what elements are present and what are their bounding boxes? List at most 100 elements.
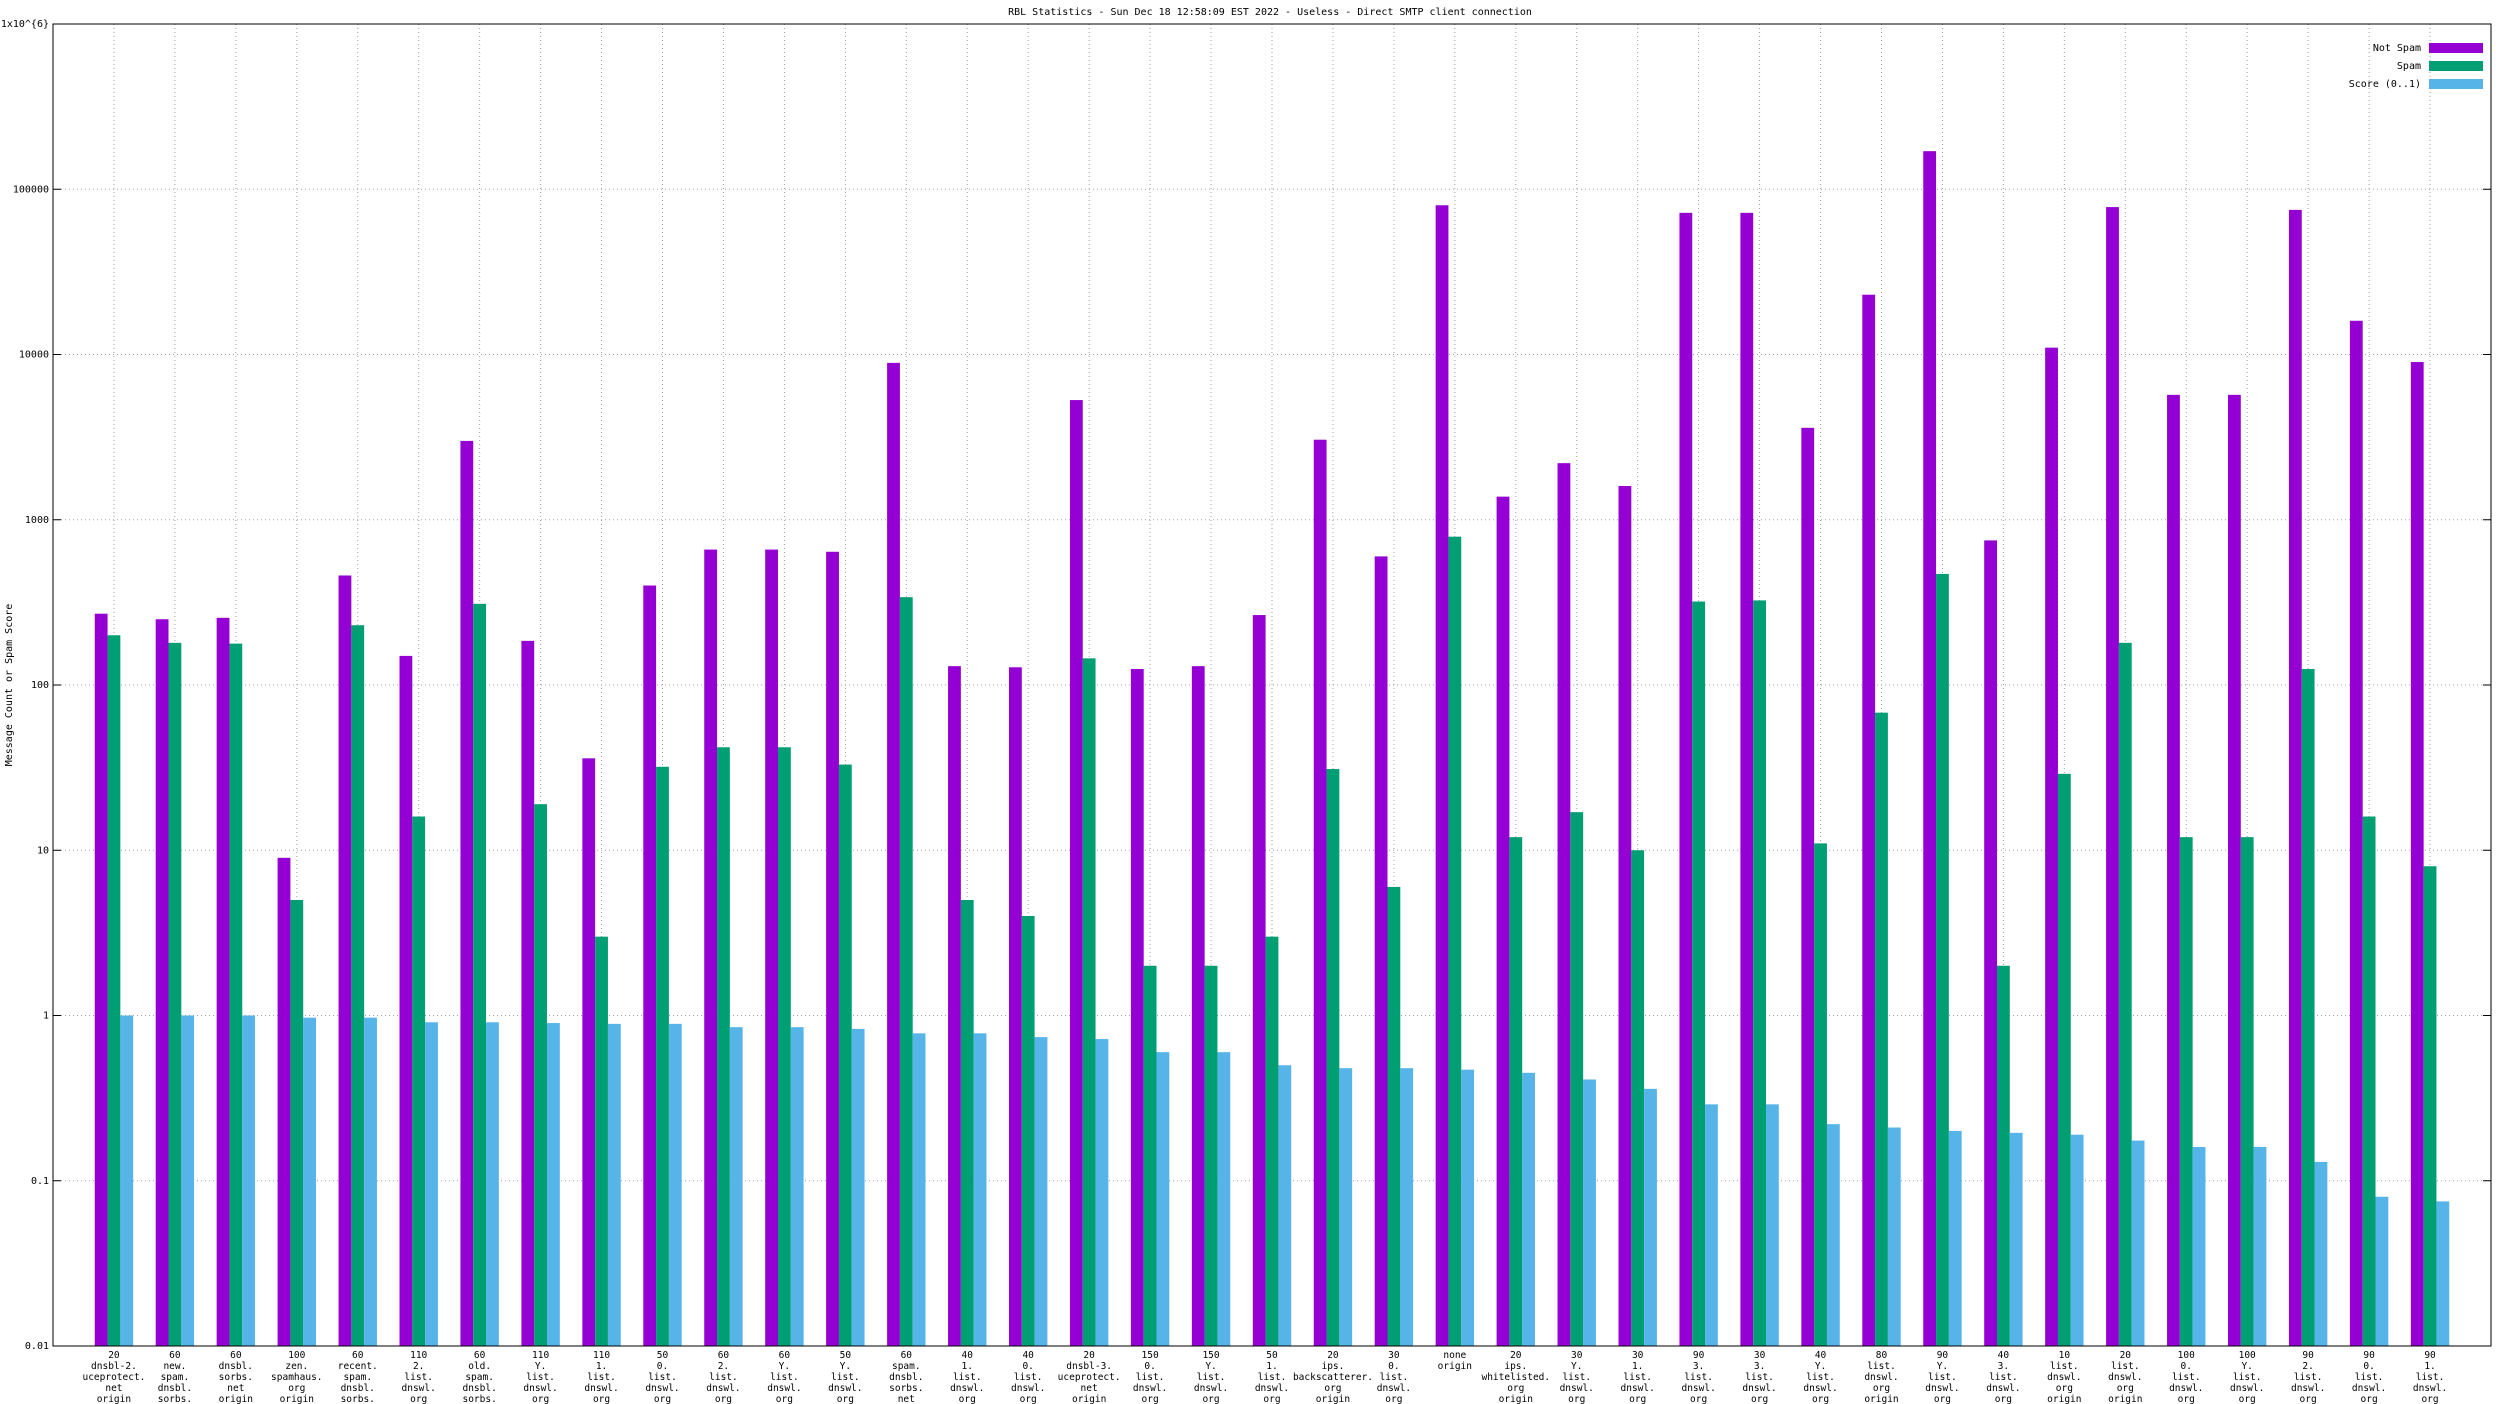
bar — [486, 1022, 499, 1346]
x-tick-label: 40 Y. list. dnswl. org origin — [1803, 1350, 1838, 1404]
bar — [1217, 1052, 1231, 1346]
bar — [2410, 362, 2424, 1347]
bar — [338, 575, 352, 1346]
x-tick-label: 30 1. list. dnswl. org origin — [1620, 1350, 1655, 1404]
y-tick-label: 1x10^{6} — [1, 19, 49, 30]
bar — [1339, 1068, 1353, 1346]
bar — [729, 1027, 743, 1346]
bar — [2436, 1201, 2450, 1346]
x-tick-label: 80 list. dnswl. org origin — [1864, 1350, 1899, 1404]
bar — [838, 764, 852, 1346]
bar — [2362, 816, 2376, 1346]
bar — [887, 362, 900, 1347]
bar — [1644, 1088, 1657, 1346]
bar — [290, 899, 304, 1346]
bar — [607, 1023, 621, 1346]
x-tick-label: 110 1. list. dnswl. org origin — [584, 1350, 619, 1404]
x-tick-label: 60 old. spam. dnsbl. sorbs. net origin — [462, 1350, 497, 1404]
bar — [973, 1033, 987, 1346]
bar — [2106, 207, 2119, 1347]
bar — [2349, 320, 2363, 1346]
bar — [2167, 394, 2180, 1346]
bar — [181, 1015, 195, 1346]
bar — [425, 1022, 438, 1346]
bar — [765, 549, 778, 1346]
bar — [1705, 1104, 1718, 1346]
bar — [2118, 642, 2132, 1346]
y-tick-label: 10000 — [19, 350, 49, 361]
bar — [1034, 1037, 1048, 1346]
x-tick-label: 150 0. list. dnswl. org origin — [1132, 1350, 1168, 1404]
x-tick-label: 110 Y. list. dnswl. org origin — [523, 1350, 558, 1404]
x-tick-label: 40 1. list. dnswl. org origin — [950, 1350, 985, 1404]
x-tick-label: 60 Y. list. dnswl. org origin — [767, 1350, 802, 1404]
bar — [948, 666, 961, 1346]
y-tick-label: 100000 — [13, 184, 49, 195]
bar — [717, 747, 730, 1346]
bar — [1509, 837, 1523, 1346]
x-tick-label: 30 0. list. dnswl. org origin — [1376, 1350, 1412, 1404]
bar — [595, 936, 608, 1346]
bar — [216, 617, 230, 1346]
x-tick-label: 100 Y. list. dnswl. org origin — [2230, 1350, 2265, 1404]
bar — [1252, 615, 1266, 1346]
bar — [1692, 601, 1706, 1346]
bar — [656, 766, 669, 1346]
bar — [582, 758, 596, 1346]
bar — [1130, 668, 1144, 1346]
y-axis-label: Message Count or Spam Score — [4, 604, 15, 767]
bar — [1948, 1131, 1962, 1346]
legend-swatch — [2429, 43, 2483, 53]
x-tick-label: 90 Y. list. dnswl. org origin — [1925, 1350, 1960, 1404]
bar — [826, 551, 839, 1346]
bar — [1082, 658, 1096, 1346]
bar — [1826, 1124, 1840, 1346]
x-tick-label: 90 1. list. dnswl. org origin — [2412, 1350, 2448, 1404]
y-tick-label: 10 — [37, 845, 49, 856]
y-tick-label: 0.01 — [25, 1341, 49, 1352]
x-tick-label: 90 3. list. dnswl. org origin — [1681, 1350, 1716, 1404]
bar — [1618, 486, 1632, 1346]
bar — [1191, 666, 1205, 1346]
bar — [1143, 965, 1157, 1346]
bar — [668, 1023, 682, 1346]
bar — [1814, 843, 1827, 1346]
bar — [2375, 1196, 2389, 1346]
bar — [1766, 1104, 1779, 1346]
bar — [155, 619, 169, 1346]
bar — [1204, 965, 1218, 1346]
bar — [1496, 496, 1510, 1346]
legend-label: Score (0..1) — [2349, 79, 2421, 90]
bar — [1021, 916, 1035, 1346]
bar — [1387, 886, 1401, 1346]
bar — [1156, 1052, 1170, 1346]
x-tick-label: 100 zen. spamhaus. org origin — [271, 1350, 323, 1404]
bar — [1875, 712, 1888, 1346]
bar — [2045, 347, 2058, 1346]
bar — [1374, 556, 1388, 1346]
bar — [1557, 463, 1571, 1346]
x-tick-label: 20 ips. backscatterer. org origin — [1292, 1350, 1374, 1404]
bar — [2301, 668, 2315, 1346]
bar — [643, 585, 657, 1346]
bar — [960, 899, 974, 1346]
bar — [2070, 1134, 2084, 1346]
bar — [1997, 965, 2010, 1346]
bar — [1936, 573, 1949, 1346]
bar — [2253, 1147, 2267, 1346]
bar — [1461, 1069, 1475, 1346]
bar — [1095, 1039, 1109, 1346]
bar — [2423, 866, 2437, 1346]
bar — [1522, 1072, 1535, 1346]
bar — [851, 1028, 865, 1346]
bar — [412, 816, 426, 1346]
x-tick-label: 20 dnsbl-3. uceprotect. net origin — [1057, 1350, 1121, 1404]
x-tick-label: 60 new. spam. dnsbl. sorbs. net origin — [157, 1350, 193, 1404]
x-tick-label: none origin — [1437, 1350, 1472, 1372]
bar — [2131, 1140, 2145, 1346]
bar — [534, 804, 547, 1346]
x-tick-label: 50 Y. list. dnswl. org origin — [828, 1350, 863, 1404]
bar — [1923, 151, 1937, 1346]
bar — [547, 1023, 560, 1346]
